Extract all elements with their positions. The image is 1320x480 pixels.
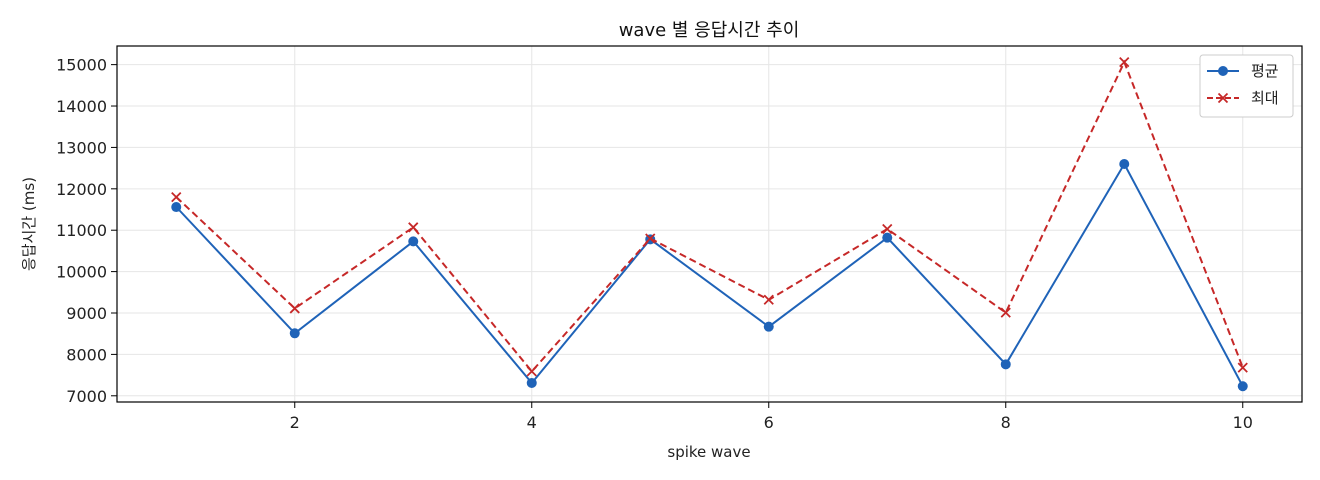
y-tick-label: 9000 [66,304,107,323]
data-point [882,232,893,243]
y-tick-label: 7000 [66,387,107,406]
legend-item-1: 평균 [1207,62,1279,80]
y-tick-label: 10000 [56,263,107,282]
data-point [289,328,300,339]
series-line [175,59,1244,373]
x-axis-label: spike wave [667,443,750,461]
data-point [763,321,774,332]
legend-label: 평균 [1251,62,1279,80]
data-point [171,202,182,213]
data-point [882,223,893,235]
chart-title: wave 별 응답시간 추이 [619,20,800,41]
legend-label: 최대 [1251,89,1279,107]
grid [117,46,1302,402]
data-point [408,222,419,233]
series-1 [171,158,1248,392]
y-tick-label: 8000 [66,345,107,364]
data-point [1237,381,1248,392]
y-tick-label: 11000 [56,221,107,240]
x-axis: 2 4 6 8 10 [290,402,1253,432]
legend-box [1199,54,1294,118]
y-axis: 7000 8000 9000 10000 11000 12000 13000 14000 150… [56,56,117,406]
data-point [1000,307,1011,318]
y-tick-label: 15000 [56,56,107,75]
legend-item-2: 최대 [1207,89,1279,107]
x-tick-label: 8 [1001,413,1011,432]
data-point [1119,158,1130,169]
x-tick-label: 6 [764,413,774,432]
series-2 [171,57,1248,377]
x-tick-label: 10 [1233,413,1253,432]
legend-marker [1218,66,1228,76]
data-point [526,377,537,388]
legend-marker [1217,92,1229,104]
data-point [171,191,182,203]
y-tick-label: 14000 [56,97,107,116]
data-point [1237,362,1248,373]
data-point [763,294,774,305]
series-layer [171,57,1248,392]
data-point [526,366,537,377]
y-axis-label: 응답시간 (ms) [20,177,38,271]
data-point [408,236,419,247]
data-point [1119,57,1130,68]
data-point [289,303,300,314]
data-point [1000,359,1011,370]
data-point [645,233,656,244]
plot-area [116,45,1303,403]
series-line [175,161,1244,387]
y-tick-label: 12000 [56,180,107,199]
x-tick-label: 2 [290,413,300,432]
y-tick-label: 13000 [56,138,107,157]
x-tick-label: 4 [527,413,537,432]
